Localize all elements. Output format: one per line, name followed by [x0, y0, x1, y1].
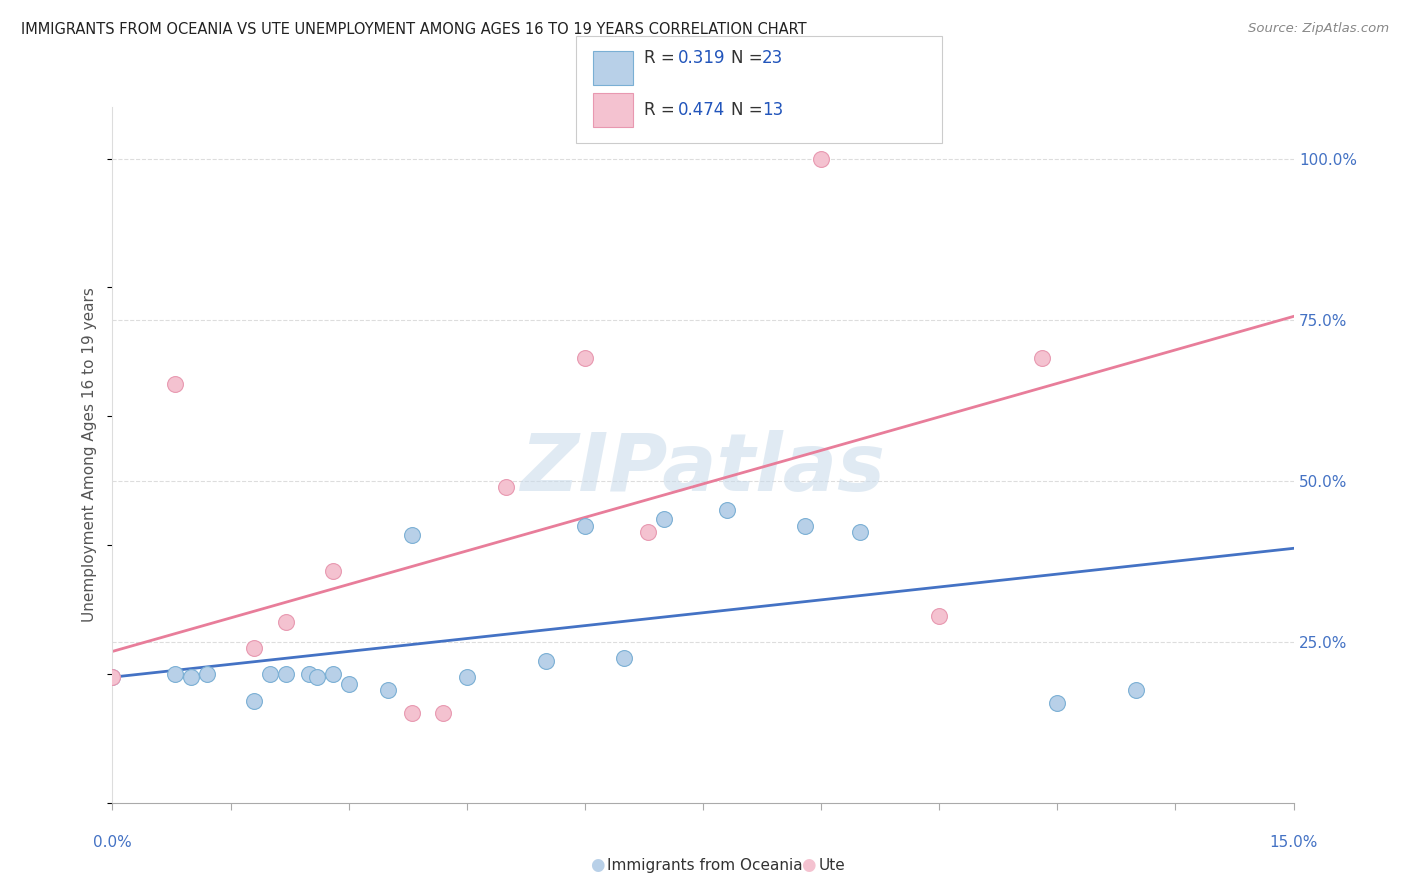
Point	[165, 667, 187, 681]
Text: 13: 13	[762, 101, 783, 119]
Point	[810, 152, 832, 166]
Text: 0.0%: 0.0%	[93, 836, 132, 850]
Point	[322, 564, 344, 578]
Point	[1031, 351, 1053, 366]
Point	[495, 480, 517, 494]
Text: N =: N =	[731, 49, 768, 67]
Point	[298, 667, 321, 681]
Point	[322, 667, 344, 681]
Point	[637, 525, 659, 540]
Point	[432, 706, 454, 720]
Point	[307, 670, 329, 684]
Text: 0.474: 0.474	[678, 101, 725, 119]
Text: ●: ●	[591, 856, 605, 874]
Text: 15.0%: 15.0%	[1270, 836, 1317, 850]
Point	[574, 518, 596, 533]
Point	[401, 706, 423, 720]
Point	[274, 667, 297, 681]
Point	[456, 670, 478, 684]
Text: R =: R =	[644, 49, 681, 67]
Point	[1125, 683, 1147, 698]
Point	[259, 667, 281, 681]
Text: Source: ZipAtlas.com: Source: ZipAtlas.com	[1249, 22, 1389, 36]
Point	[195, 667, 218, 681]
Point	[401, 528, 423, 542]
Text: Immigrants from Oceania: Immigrants from Oceania	[607, 858, 803, 872]
Point	[101, 670, 124, 684]
Point	[534, 654, 557, 668]
Point	[377, 683, 399, 698]
Point	[243, 694, 266, 708]
Text: IMMIGRANTS FROM OCEANIA VS UTE UNEMPLOYMENT AMONG AGES 16 TO 19 YEARS CORRELATIO: IMMIGRANTS FROM OCEANIA VS UTE UNEMPLOYM…	[21, 22, 807, 37]
Point	[337, 676, 360, 690]
Point	[165, 377, 187, 392]
Point	[613, 651, 636, 665]
Point	[274, 615, 297, 630]
Point	[716, 502, 738, 516]
Text: 0.319: 0.319	[678, 49, 725, 67]
Point	[1046, 696, 1069, 710]
Point	[652, 512, 675, 526]
Text: N =: N =	[731, 101, 768, 119]
Point	[928, 609, 950, 624]
Point	[101, 670, 124, 684]
Point	[794, 518, 817, 533]
Point	[180, 670, 202, 684]
Point	[849, 525, 872, 540]
Text: 23: 23	[762, 49, 783, 67]
Text: Ute: Ute	[818, 858, 845, 872]
Text: ●: ●	[801, 856, 815, 874]
Text: R =: R =	[644, 101, 681, 119]
Point	[574, 351, 596, 366]
Text: ZIPatlas: ZIPatlas	[520, 430, 886, 508]
Point	[243, 641, 266, 656]
Y-axis label: Unemployment Among Ages 16 to 19 years: Unemployment Among Ages 16 to 19 years	[82, 287, 97, 623]
